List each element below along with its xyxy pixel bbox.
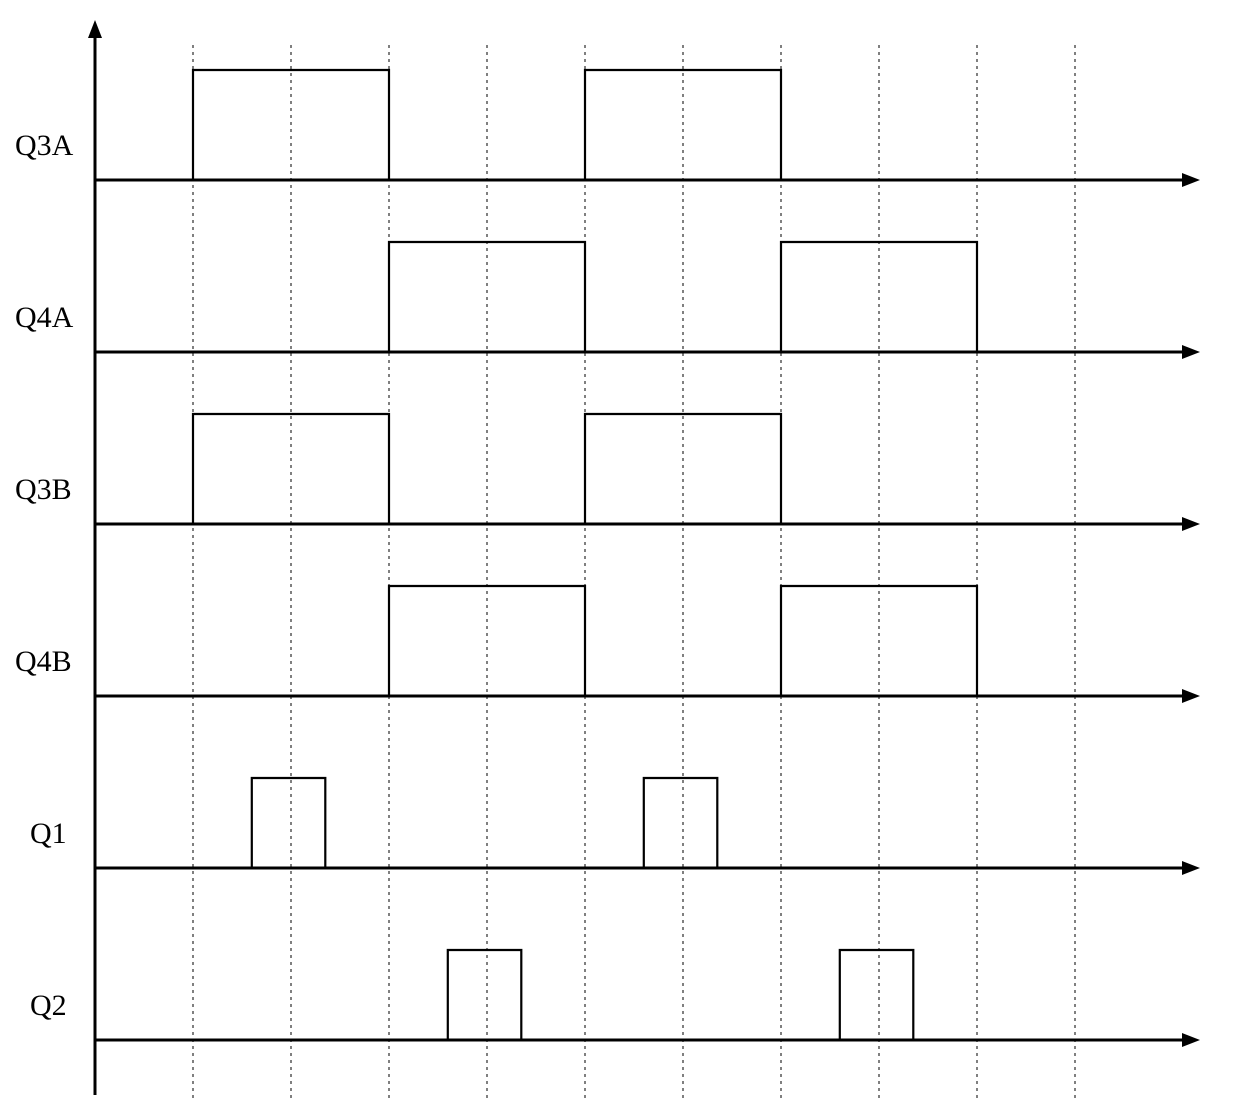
- signal-label-Q3A: Q3A: [15, 129, 74, 162]
- signal-label-Q1: Q1: [30, 817, 67, 850]
- background: [0, 0, 1239, 1106]
- signal-label-Q4B: Q4B: [15, 645, 72, 678]
- signal-label-Q4A: Q4A: [15, 301, 74, 334]
- signal-label-Q2: Q2: [30, 989, 67, 1022]
- signal-label-Q3B: Q3B: [15, 473, 72, 506]
- timing-diagram: Q3A Q4A Q3B Q4B Q1 Q2: [0, 0, 1239, 1106]
- timing-svg: Q3A Q4A Q3B Q4B Q1 Q2: [0, 0, 1239, 1106]
